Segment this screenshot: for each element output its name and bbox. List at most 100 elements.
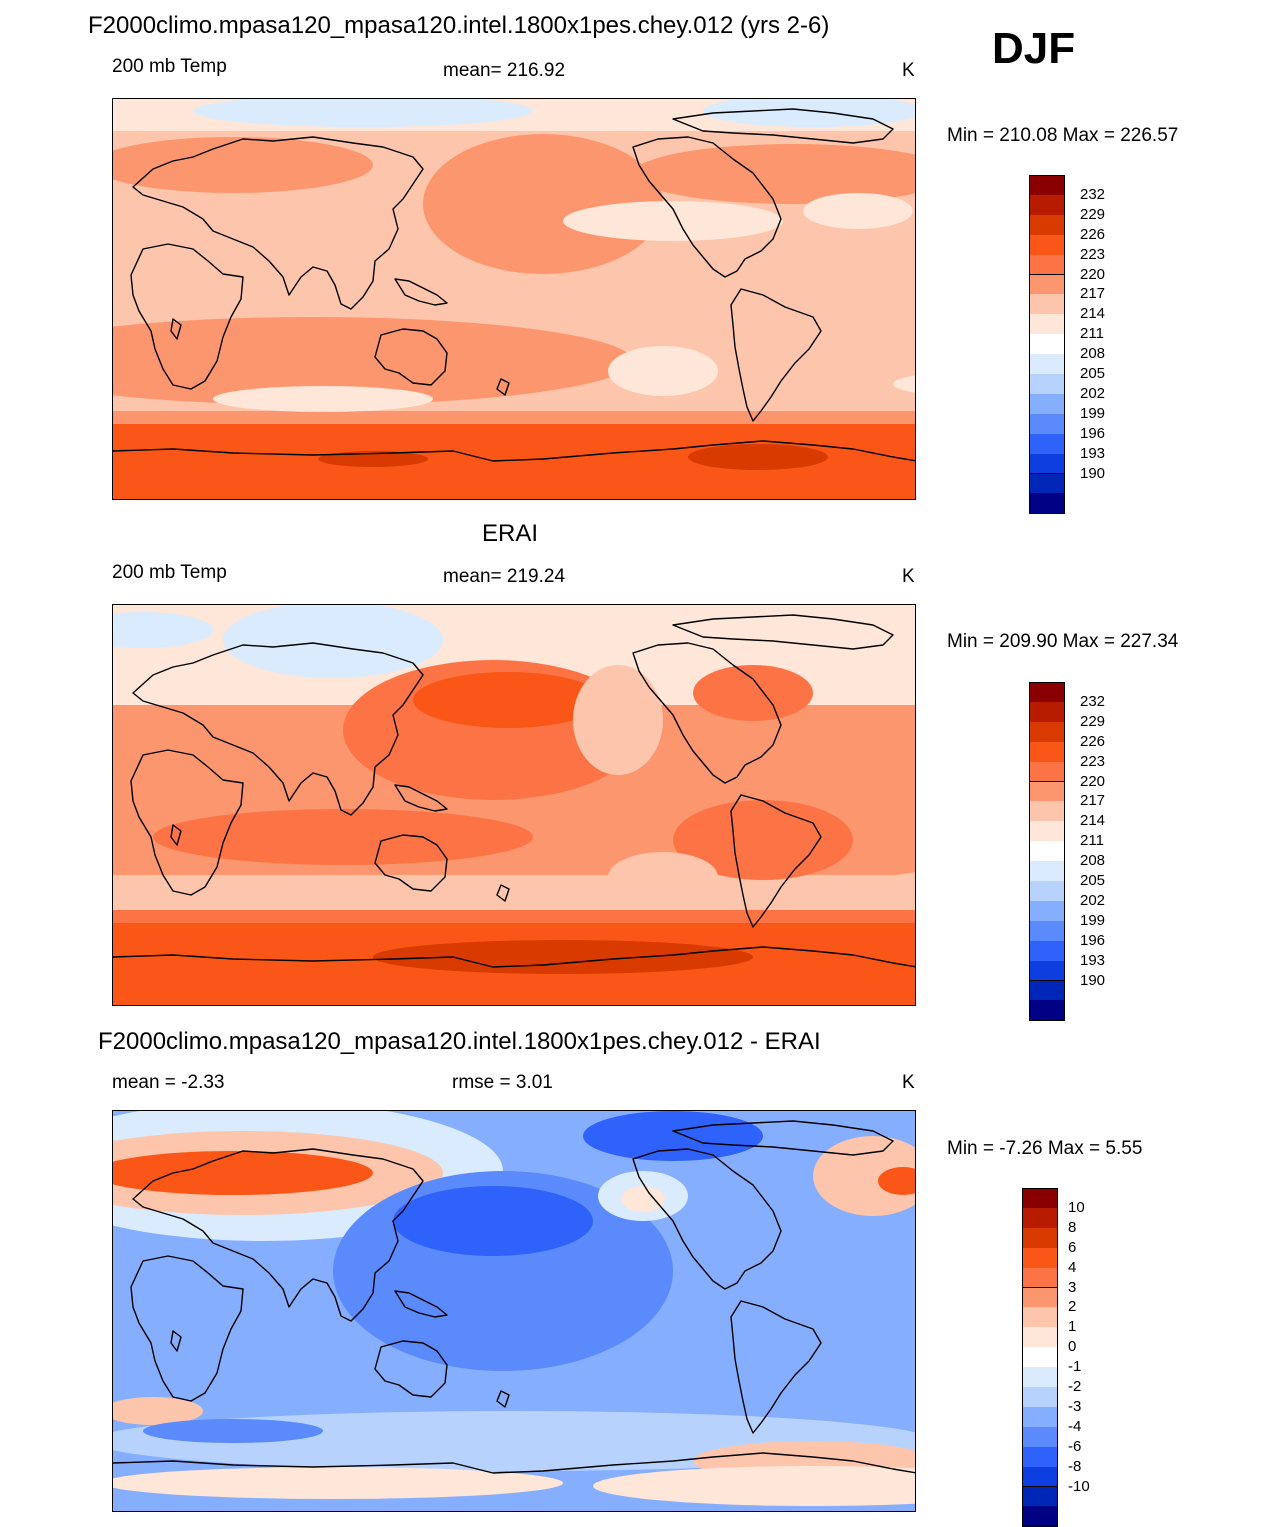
colorbar-label: 10	[1068, 1198, 1085, 1216]
panel-1-map	[112, 98, 916, 500]
contour-region-5	[583, 1111, 763, 1161]
colorbar-box-1	[1022, 1207, 1058, 1229]
panel-1-left-label: 200 mb Temp	[112, 56, 227, 77]
coastline-9	[496, 884, 510, 902]
contour-region-8	[813, 1136, 915, 1216]
panel-1-minmax: Min = 210.08 Max = 226.57	[947, 125, 1179, 146]
coastline-4	[730, 794, 822, 928]
colorbar-label: -4	[1068, 1417, 1082, 1435]
colorbar-box-16	[1022, 1506, 1058, 1527]
colorbar-box-15	[1022, 1486, 1058, 1508]
colorbar-box-6	[1029, 294, 1065, 316]
coastline-9	[496, 378, 510, 396]
colorbar-box-10	[1029, 881, 1065, 902]
colorbar-box-3	[1029, 234, 1065, 256]
colorbar-box-2	[1029, 721, 1065, 743]
coastline-7	[394, 784, 448, 812]
coastline-3	[632, 642, 782, 784]
coastline-3	[632, 136, 782, 278]
coastline-5	[672, 108, 894, 144]
colorbar-box-14	[1029, 960, 1065, 982]
colorbar-box-7	[1029, 314, 1065, 336]
contour-region-10	[113, 1397, 203, 1425]
contour-region-8	[693, 665, 813, 721]
colorbar-box-3	[1022, 1247, 1058, 1269]
colorbar-label: 223	[1080, 245, 1106, 263]
panel-2-minmax: Min = 209.90 Max = 227.34	[947, 631, 1179, 652]
contour-region-14	[593, 1466, 915, 1506]
contour-region-11	[673, 800, 853, 880]
colorbar-label: 229	[1080, 205, 1106, 223]
contour-region-9	[878, 1167, 915, 1195]
contour-region-4	[223, 605, 443, 678]
colorbar-label: 208	[1080, 852, 1106, 870]
contour-region-11	[213, 386, 433, 412]
panel-2-mean: mean= 219.24	[443, 566, 566, 587]
panel-3-minmax: Min = -7.26 Max = 5.55	[947, 1138, 1143, 1159]
colorbar-box-5	[1022, 1287, 1058, 1309]
contour-region-8	[563, 201, 783, 241]
colorbar-label: 211	[1080, 832, 1104, 850]
contour-region-4	[703, 99, 915, 127]
colorbar-box-9	[1029, 354, 1065, 375]
colorbar-box-10	[1029, 374, 1065, 395]
coastline-8	[170, 824, 182, 846]
coastline-1	[130, 749, 244, 896]
colorbar-box-14	[1029, 453, 1065, 475]
coastline-7	[394, 278, 448, 306]
colorbar-label: -2	[1068, 1378, 1082, 1395]
contour-region-5	[113, 137, 373, 193]
colorbar-box-12	[1029, 920, 1065, 942]
contour-region-12	[608, 346, 718, 396]
colorbar-label: 232	[1080, 185, 1106, 203]
colorbar-box-6	[1029, 801, 1065, 823]
colorbar-label: 8	[1068, 1218, 1077, 1236]
contour-region-4	[393, 1186, 593, 1256]
colorbar-label: 214	[1080, 812, 1106, 830]
panel-3-title: F2000climo.mpasa120_mpasa120.intel.1800x…	[98, 1028, 821, 1055]
contour-region-5	[113, 612, 213, 648]
contour-region-1	[113, 411, 915, 424]
colorbar-box-1	[1029, 194, 1065, 216]
colorbar-box-15	[1029, 473, 1065, 495]
contour-region-1	[113, 875, 915, 910]
contour-region-15	[688, 444, 828, 470]
coastline-2	[374, 328, 448, 386]
colorbar-box-11	[1029, 393, 1065, 415]
panel-3-rmse: rmse = 3.01	[452, 1072, 553, 1093]
colorbar-label: 202	[1080, 384, 1106, 402]
contour-region-14	[373, 940, 753, 974]
colorbar-box-16	[1029, 1000, 1065, 1022]
panel-2-units: K	[902, 566, 915, 587]
colorbar-label: 190	[1080, 971, 1106, 989]
coastline-3	[632, 1148, 782, 1290]
colorbar-box-1	[1029, 701, 1065, 723]
contour-region-15	[143, 1419, 323, 1443]
contour-region-10	[153, 809, 533, 865]
panel-1-units: K	[902, 60, 915, 81]
colorbar-box-12	[1029, 413, 1065, 435]
colorbar-label: 223	[1080, 752, 1106, 770]
colorbar-label: 190	[1080, 464, 1106, 482]
contour-region-13	[893, 375, 915, 393]
colorbar-box-8	[1029, 334, 1065, 356]
colorbar-label: -3	[1068, 1397, 1082, 1415]
colorbar-box-6	[1022, 1307, 1058, 1329]
colorbar-box-4	[1029, 254, 1065, 276]
colorbar-box-2	[1029, 214, 1065, 236]
coastline-6	[113, 440, 915, 462]
panel-1-mean: mean= 216.92	[443, 60, 566, 81]
colorbar-label: 3	[1068, 1278, 1077, 1296]
colorbar-label: 232	[1080, 692, 1106, 710]
contour-region-7	[413, 672, 603, 728]
colorbar-box-0	[1029, 682, 1065, 703]
colorbar-label: 1	[1068, 1318, 1077, 1336]
coastline-2	[374, 1340, 448, 1398]
colorbar-label: -10	[1068, 1477, 1090, 1495]
contour-region-6	[423, 134, 663, 274]
colorbar-box-13	[1022, 1446, 1058, 1468]
colorbar-label: 6	[1068, 1238, 1077, 1256]
season-label: DJF	[992, 24, 1076, 73]
coastline-1	[130, 1255, 244, 1402]
colorbar-label: 208	[1080, 345, 1106, 363]
